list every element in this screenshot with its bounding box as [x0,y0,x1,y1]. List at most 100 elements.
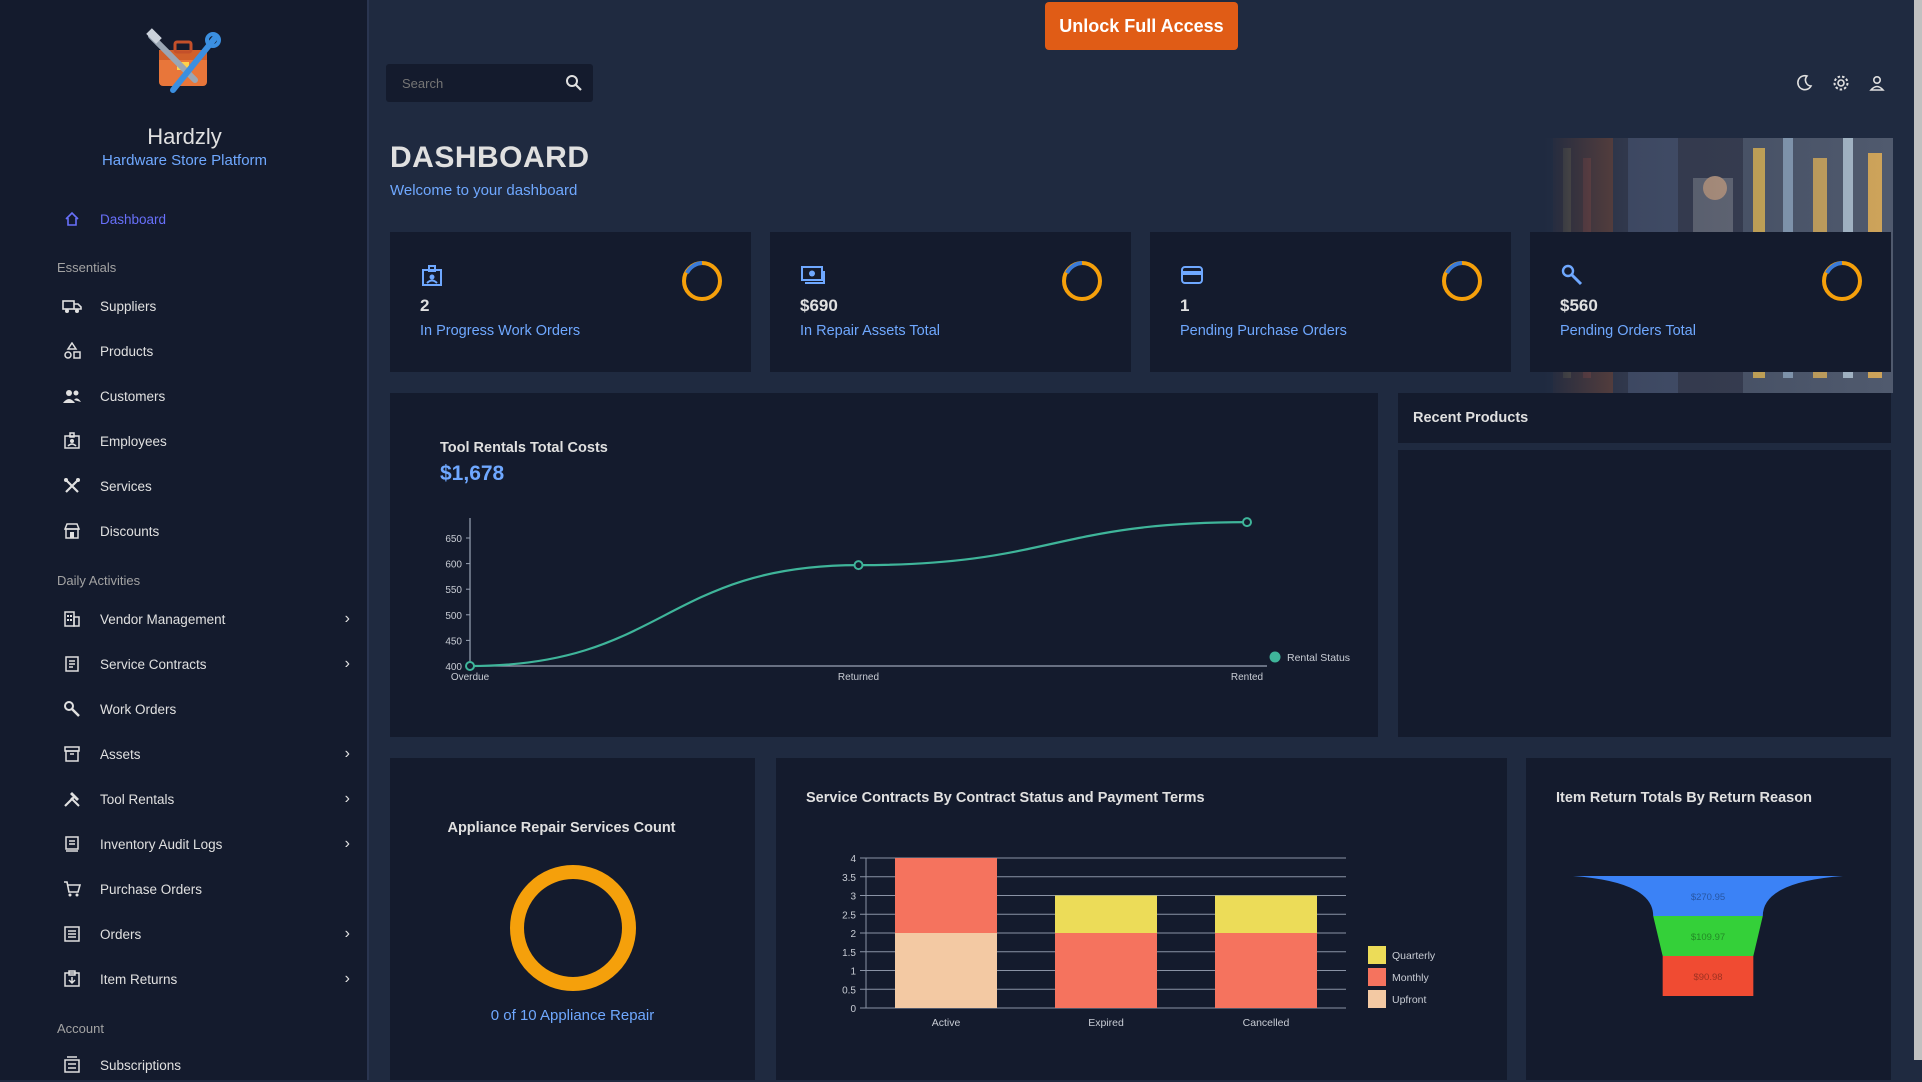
y-tick-label: 2 [850,929,856,940]
stat-card-pending-orders: $560 Pending Orders Total [1530,232,1891,372]
building-icon [58,609,86,629]
sidebar-item-customers[interactable]: Customers [58,379,358,413]
list-icon [58,924,86,944]
sidebar-item-inventory-audit-logs[interactable]: Inventory Audit Logs › [58,827,358,861]
user-profile-icon[interactable] [1866,72,1888,94]
sidebar-item-vendor-management[interactable]: Vendor Management › [58,602,358,636]
scrollbar[interactable] [1912,0,1922,1080]
sidebar-item-item-returns[interactable]: Item Returns › [58,962,358,996]
y-tick-label: 4 [850,854,856,865]
y-tick-label: 3 [850,892,856,903]
sidebar-item-label: Inventory Audit Logs [100,836,223,852]
recent-products-list [1398,450,1891,737]
stat-value: 1 [1180,296,1190,315]
sidebar-item-orders[interactable]: Orders › [58,917,358,951]
progress-ring [1822,261,1862,301]
legend-label: Quarterly [1392,950,1436,962]
stat-card-purchase-orders: 1 Pending Purchase Orders [1150,232,1511,372]
data-point [1242,517,1252,528]
panel-title: Tool Rentals Total Costs [440,440,608,456]
sidebar-item-suppliers[interactable]: Suppliers [58,289,358,323]
sidebar-item-label: Service Contracts [100,656,207,672]
sidebar-item-label: Orders [100,926,142,942]
service-contracts-panel: Service Contracts By Contract Status and… [776,758,1507,1080]
sidebar-item-label: Purchase Orders [100,881,203,897]
sidebar-item-label: Vendor Management [100,611,226,627]
tool-rentals-line-chart: 400 450 500 550 600 650 Overdue Returned Rented R… [445,517,1350,683]
search-input[interactable] [402,75,552,91]
y-tick-label: 1 [850,967,856,978]
work-order-icon [420,264,444,293]
sidebar-item-discounts[interactable]: Discounts [58,514,358,548]
sidebar-item-label: Customers [100,388,166,404]
bar-segment-monthly [1055,933,1157,1008]
scrollbar-thumb[interactable] [1914,0,1922,1060]
stat-label: Pending Orders Total [1560,323,1696,339]
settings-gear-icon[interactable] [1830,72,1852,94]
sidebar-item-purchase-orders[interactable]: Purchase Orders [58,872,358,906]
stat-value: 2 [420,296,430,315]
search-icon[interactable] [565,74,583,97]
sidebar-item-assets[interactable]: Assets › [58,737,358,771]
stat-label: In Progress Work Orders [420,323,581,339]
stat-value: $560 [1560,296,1598,315]
return-box-icon [58,969,86,989]
legend-swatch [1368,968,1386,986]
sidebar-item-tool-rentals[interactable]: Tool Rentals › [58,782,358,816]
unlock-full-access-button[interactable]: Unlock Full Access [1045,2,1238,50]
home-icon [58,209,86,229]
sidebar-item-label: Suppliers [100,298,157,314]
bar-segment-quarterly [1055,895,1157,933]
legend-swatch [1368,990,1386,1008]
y-tick-label: 550 [445,585,462,596]
progress-ring [1062,261,1102,301]
service-contracts-bar-chart: 0 0.5 1 1.5 2 2.5 3 3.5 4 Active Expired Cancelled Q… [842,854,1436,1029]
appliance-progress-ring [510,865,636,991]
bar-segment-upfront [895,933,997,1008]
y-tick-label: 0.5 [842,985,856,996]
sidebar-item-products[interactable]: Products [58,334,358,368]
cart-icon [58,879,86,899]
progress-ring [1442,261,1482,301]
sidebar: Hardzly Hardware Store Platform Dashboar… [0,0,369,1080]
y-tick-label: 0 [850,1004,856,1015]
sidebar-item-label: Discounts [100,523,160,539]
sidebar-item-employees[interactable]: Employees [58,424,358,458]
progress-ring [682,261,722,301]
sidebar-item-work-orders[interactable]: Work Orders [58,692,358,726]
item-returns-panel: Item Return Totals By Return Reason $270… [1526,758,1891,1080]
legend-label: Upfront [1392,994,1427,1006]
sidebar-item-label: Products [100,343,154,359]
page-subtitle: Welcome to your dashboard [390,182,578,199]
sidebar-item-subscriptions[interactable]: Subscriptions [58,1048,358,1082]
section-daily-activities: Daily Activities [57,573,141,588]
x-tick-label: Rented [1231,672,1263,683]
stat-card-repair-assets: $690 In Repair Assets Total [770,232,1131,372]
section-essentials: Essentials [57,260,117,275]
y-tick-label: 1.5 [842,948,856,959]
legend-label: Rental Status [1287,652,1350,664]
sidebar-item-service-contracts[interactable]: Service Contracts › [58,647,358,681]
section-account: Account [57,1021,104,1036]
appliance-repair-panel: Appliance Repair Services Count 0 of 10 … [390,758,755,1080]
item-returns-funnel-chart: $270.95 $109.97 $90.98 [1573,876,1843,996]
panel-title: Recent Products [1413,410,1529,426]
dark-mode-icon[interactable] [1793,72,1815,94]
bar-segment-quarterly [1215,895,1317,933]
badge-icon [58,431,86,451]
y-tick-label: 400 [445,662,462,673]
sidebar-item-services[interactable]: Services [58,469,358,503]
sidebar-item-dashboard[interactable]: Dashboard [58,202,358,236]
chevron-right-icon: › [344,790,350,807]
series-line-rental-status [469,521,1248,668]
chevron-right-icon: › [344,970,350,987]
search-box[interactable] [386,64,593,102]
y-tick-label: 600 [445,560,462,571]
legend-swatch [1368,946,1386,964]
sidebar-item-label: Dashboard [100,211,167,227]
contract-icon [58,654,86,674]
hammer-wrench-icon [58,789,86,809]
wrench-icon [1560,264,1584,293]
sidebar-item-label: Tool Rentals [100,791,175,807]
y-tick-label: 3.5 [842,873,856,884]
